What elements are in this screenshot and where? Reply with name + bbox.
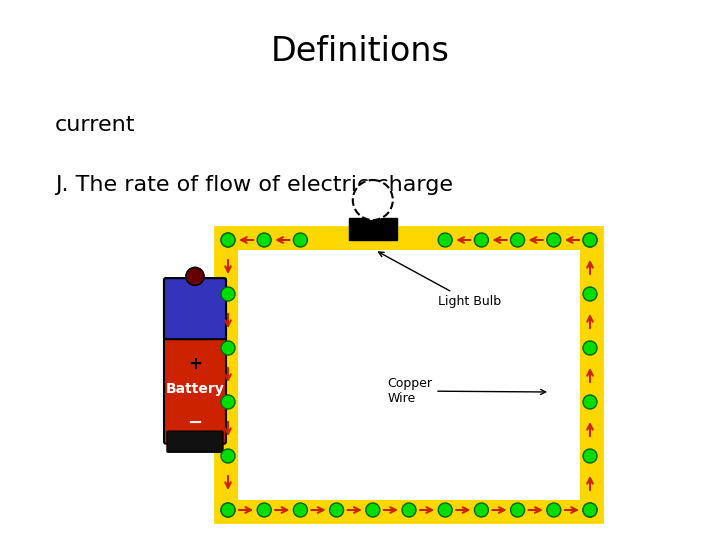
- Circle shape: [330, 503, 343, 517]
- Circle shape: [546, 233, 561, 247]
- Circle shape: [510, 233, 525, 247]
- Circle shape: [474, 503, 488, 517]
- Circle shape: [583, 503, 597, 517]
- Text: J. The rate of flow of electric charge: J. The rate of flow of electric charge: [55, 175, 453, 195]
- Circle shape: [221, 395, 235, 409]
- Circle shape: [294, 503, 307, 517]
- Circle shape: [583, 449, 597, 463]
- Circle shape: [221, 233, 235, 247]
- Circle shape: [221, 449, 235, 463]
- Circle shape: [583, 341, 597, 355]
- Circle shape: [366, 503, 380, 517]
- Circle shape: [474, 233, 488, 247]
- Circle shape: [583, 233, 597, 247]
- Text: current: current: [55, 115, 135, 135]
- FancyBboxPatch shape: [167, 431, 223, 452]
- Bar: [228, 240, 590, 510]
- Circle shape: [221, 341, 235, 355]
- Circle shape: [221, 503, 235, 517]
- Circle shape: [221, 503, 235, 517]
- Circle shape: [186, 267, 204, 286]
- Text: Light Bulb: Light Bulb: [379, 252, 501, 308]
- Circle shape: [438, 233, 452, 247]
- Text: Copper
Wire: Copper Wire: [387, 377, 546, 405]
- Text: Definitions: Definitions: [271, 35, 449, 68]
- Circle shape: [257, 503, 271, 517]
- Circle shape: [583, 395, 597, 409]
- Bar: [218, 230, 600, 520]
- Text: −: −: [187, 414, 202, 431]
- Circle shape: [583, 503, 597, 517]
- Circle shape: [353, 180, 393, 220]
- Circle shape: [221, 287, 235, 301]
- Bar: [348, 218, 397, 240]
- Bar: [238, 250, 580, 500]
- Circle shape: [510, 503, 525, 517]
- FancyBboxPatch shape: [164, 278, 226, 444]
- Circle shape: [583, 233, 597, 247]
- Circle shape: [221, 233, 235, 247]
- Text: Battery: Battery: [166, 381, 225, 395]
- Circle shape: [583, 287, 597, 301]
- Circle shape: [438, 503, 452, 517]
- Circle shape: [294, 233, 307, 247]
- FancyBboxPatch shape: [164, 278, 226, 339]
- Circle shape: [257, 233, 271, 247]
- Circle shape: [546, 503, 561, 517]
- Text: +: +: [188, 355, 202, 373]
- Circle shape: [402, 503, 416, 517]
